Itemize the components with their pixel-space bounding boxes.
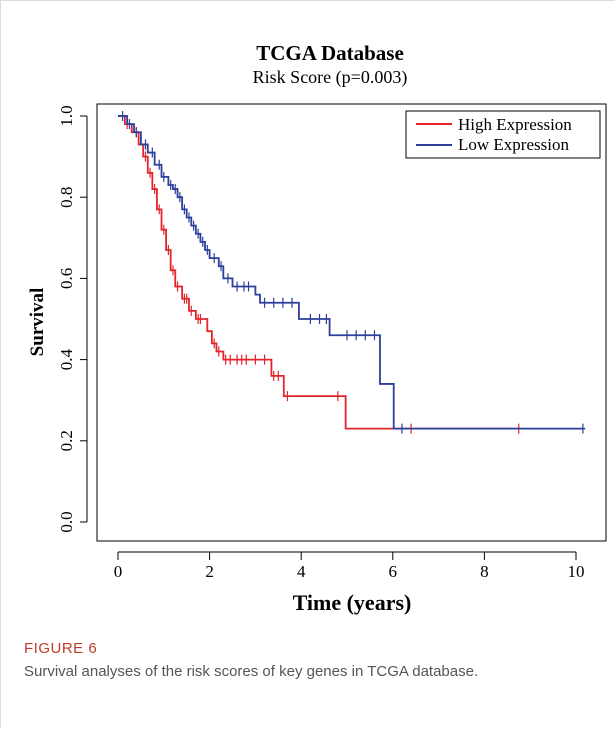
chart-subtitle: Risk Score (p=0.003) (253, 67, 408, 88)
legend-label-high: High Expression (458, 115, 572, 134)
y-tick-label-0.4: 0.4 (57, 348, 76, 370)
legend-label-low: Low Expression (458, 135, 569, 154)
y-tick-label-0.2: 0.2 (57, 430, 76, 451)
survival-chart: TCGA Database Risk Score (p=0.003) 0 2 4 6 8… (27, 41, 607, 615)
series-line-low-expression (118, 115, 586, 430)
x-tick-label-4: 4 (297, 562, 306, 581)
legend-box (405, 110, 601, 159)
x-tick-label-0: 0 (114, 562, 123, 581)
plot-area (96, 103, 607, 542)
series-line-high-expression (118, 115, 522, 430)
y-axis: 0.0 0.2 0.4 0.6 0.8 1.0 (57, 105, 88, 533)
legend: High Expression Low Expression (405, 110, 601, 159)
figure-caption: Survival analyses of the risk scores of … (24, 663, 479, 680)
y-tick-label-0.0: 0.0 (57, 511, 76, 532)
y-axis-label: Survival (27, 288, 48, 357)
y-tick-label-0.6: 0.6 (57, 268, 76, 289)
y-tick-label-0.8: 0.8 (57, 187, 76, 208)
figure-label: FIGURE 6 (24, 640, 98, 657)
x-axis-label: Time (years) (293, 590, 412, 615)
x-tick-label-6: 6 (389, 562, 398, 581)
x-tick-label-2: 2 (205, 562, 214, 581)
x-tick-label-10: 10 (568, 562, 585, 581)
x-tick-label-8: 8 (480, 562, 489, 581)
chart-title: TCGA Database (256, 41, 404, 65)
y-tick-label-1.0: 1.0 (57, 105, 76, 126)
series-layer (118, 111, 586, 434)
x-axis: 0 2 4 6 8 10 (114, 551, 585, 581)
